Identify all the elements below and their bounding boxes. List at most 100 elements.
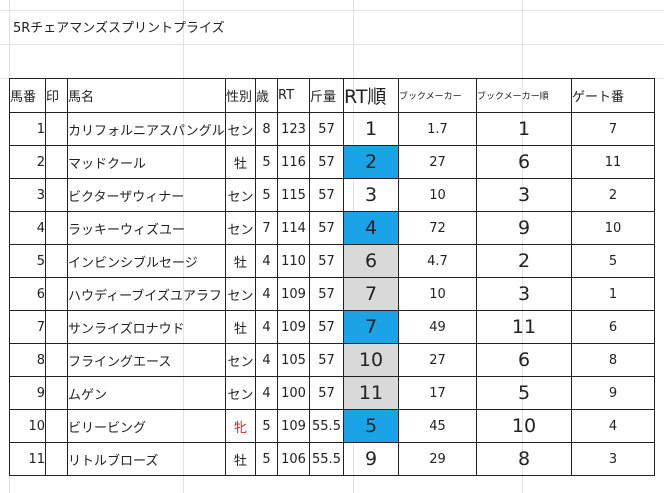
cell-gate-number[interactable]: 5 [571, 244, 655, 278]
cell-bookmaker-odds[interactable]: 27 [398, 343, 477, 377]
cell-rt[interactable]: 123 [277, 112, 310, 146]
cell-gate-number[interactable]: 7 [571, 112, 655, 146]
cell-gate-number[interactable]: 1 [571, 277, 655, 311]
cell-horse-name[interactable]: サンライズロナウド [67, 310, 226, 344]
cell-weight[interactable]: 55.5 [309, 409, 344, 443]
cell-horse-number[interactable]: 6 [9, 277, 46, 311]
cell-mark[interactable] [45, 310, 68, 344]
cell-weight[interactable]: 57 [309, 277, 344, 311]
sheet-title[interactable]: 5Rチェアマンズスプリントプライズ [13, 21, 225, 36]
cell-weight[interactable]: 57 [309, 178, 344, 212]
cell-weight[interactable]: 55.5 [309, 442, 344, 476]
cell-bookmaker-rank[interactable]: 6 [476, 145, 572, 179]
cell-gate-number[interactable]: 2 [571, 178, 655, 212]
cell-rt-rank[interactable]: 3 [343, 178, 399, 212]
cell-mark[interactable] [45, 145, 68, 179]
cell-sex[interactable]: セン [225, 178, 256, 212]
cell-rt[interactable]: 115 [277, 178, 310, 212]
cell-rt[interactable]: 114 [277, 211, 310, 245]
cell-bookmaker-odds[interactable]: 29 [398, 442, 477, 476]
cell-weight[interactable]: 57 [309, 145, 344, 179]
cell-gate-number[interactable]: 10 [571, 211, 655, 245]
cell-horse-name[interactable]: ビリービング [67, 409, 226, 443]
cell-gate-number[interactable]: 11 [571, 145, 655, 179]
cell-age[interactable]: 5 [255, 145, 278, 179]
cell-rt[interactable]: 109 [277, 277, 310, 311]
cell-bookmaker-odds[interactable]: 27 [398, 145, 477, 179]
cell-weight[interactable]: 57 [309, 310, 344, 344]
cell-sex[interactable]: セン [225, 211, 256, 245]
header-weight[interactable]: 斤量 [309, 78, 344, 113]
cell-bookmaker-odds[interactable]: 45 [398, 409, 477, 443]
cell-sex[interactable]: 牡 [225, 145, 256, 179]
cell-age[interactable]: 8 [255, 112, 278, 146]
cell-sex[interactable]: 牝 [225, 409, 256, 443]
cell-bookmaker-rank[interactable]: 3 [476, 277, 572, 311]
cell-horse-number[interactable]: 5 [9, 244, 46, 278]
cell-rt-rank[interactable]: 9 [343, 442, 399, 476]
cell-age[interactable]: 4 [255, 376, 278, 410]
cell-horse-number[interactable]: 4 [9, 211, 46, 245]
cell-age[interactable]: 4 [255, 343, 278, 377]
cell-sex[interactable]: セン [225, 112, 256, 146]
cell-age[interactable]: 4 [255, 244, 278, 278]
cell-mark[interactable] [45, 343, 68, 377]
cell-bookmaker-rank[interactable]: 9 [476, 211, 572, 245]
cell-horse-number[interactable]: 11 [9, 442, 46, 476]
cell-bookmaker-rank[interactable]: 11 [476, 310, 572, 344]
header-sex[interactable]: 性別 [225, 78, 256, 113]
cell-horse-name[interactable]: リトルブローズ [67, 442, 226, 476]
cell-age[interactable]: 5 [255, 442, 278, 476]
cell-mark[interactable] [45, 409, 68, 443]
cell-mark[interactable] [45, 376, 68, 410]
cell-horse-name[interactable]: マッドクール [67, 145, 226, 179]
cell-rt[interactable]: 106 [277, 442, 310, 476]
header-bookmaker[interactable]: ブックメーカー [398, 78, 477, 113]
cell-weight[interactable]: 57 [309, 343, 344, 377]
cell-gate-number[interactable]: 8 [571, 343, 655, 377]
cell-sex[interactable]: セン [225, 277, 256, 311]
cell-horse-number[interactable]: 8 [9, 343, 46, 377]
header-bookmaker-rank[interactable]: ブックメーカー順 [476, 78, 572, 113]
cell-bookmaker-odds[interactable]: 49 [398, 310, 477, 344]
cell-bookmaker-rank[interactable]: 8 [476, 442, 572, 476]
cell-rt[interactable]: 109 [277, 310, 310, 344]
cell-horse-name[interactable]: ムゲン [67, 376, 226, 410]
cell-mark[interactable] [45, 211, 68, 245]
cell-bookmaker-rank[interactable]: 1 [476, 112, 572, 146]
cell-bookmaker-rank[interactable]: 10 [476, 409, 572, 443]
header-rt-rank[interactable]: RT順 [343, 78, 399, 113]
cell-rt-rank[interactable]: 4 [343, 211, 399, 245]
cell-gate-number[interactable]: 3 [571, 442, 655, 476]
cell-bookmaker-rank[interactable]: 5 [476, 376, 572, 410]
cell-rt-rank[interactable]: 11 [343, 376, 399, 410]
cell-sex[interactable]: 牡 [225, 310, 256, 344]
cell-rt-rank[interactable]: 7 [343, 310, 399, 344]
cell-bookmaker-odds[interactable]: 72 [398, 211, 477, 245]
cell-horse-name[interactable]: インビンシブルセージ [67, 244, 226, 278]
cell-horse-number[interactable]: 3 [9, 178, 46, 212]
cell-weight[interactable]: 57 [309, 112, 344, 146]
cell-mark[interactable] [45, 112, 68, 146]
cell-horse-name[interactable]: フライングエース [67, 343, 226, 377]
header-mark[interactable]: 印 [45, 78, 68, 113]
cell-gate-number[interactable]: 9 [571, 376, 655, 410]
cell-rt-rank[interactable]: 7 [343, 277, 399, 311]
cell-weight[interactable]: 57 [309, 211, 344, 245]
cell-age[interactable]: 4 [255, 310, 278, 344]
cell-horse-name[interactable]: ビクターザウィナー [67, 178, 226, 212]
cell-age[interactable]: 7 [255, 211, 278, 245]
cell-horse-name[interactable]: カリフォルニアスパングル [67, 112, 226, 146]
cell-sex[interactable]: セン [225, 376, 256, 410]
cell-horse-number[interactable]: 10 [9, 409, 46, 443]
cell-mark[interactable] [45, 178, 68, 212]
header-age[interactable]: 歳 [255, 78, 278, 113]
cell-horse-name[interactable]: ラッキーウィズユー [67, 211, 226, 245]
cell-horse-number[interactable]: 2 [9, 145, 46, 179]
cell-rt[interactable]: 109 [277, 409, 310, 443]
cell-age[interactable]: 5 [255, 178, 278, 212]
cell-rt-rank[interactable]: 1 [343, 112, 399, 146]
cell-rt-rank[interactable]: 2 [343, 145, 399, 179]
cell-weight[interactable]: 57 [309, 376, 344, 410]
cell-rt-rank[interactable]: 5 [343, 409, 399, 443]
